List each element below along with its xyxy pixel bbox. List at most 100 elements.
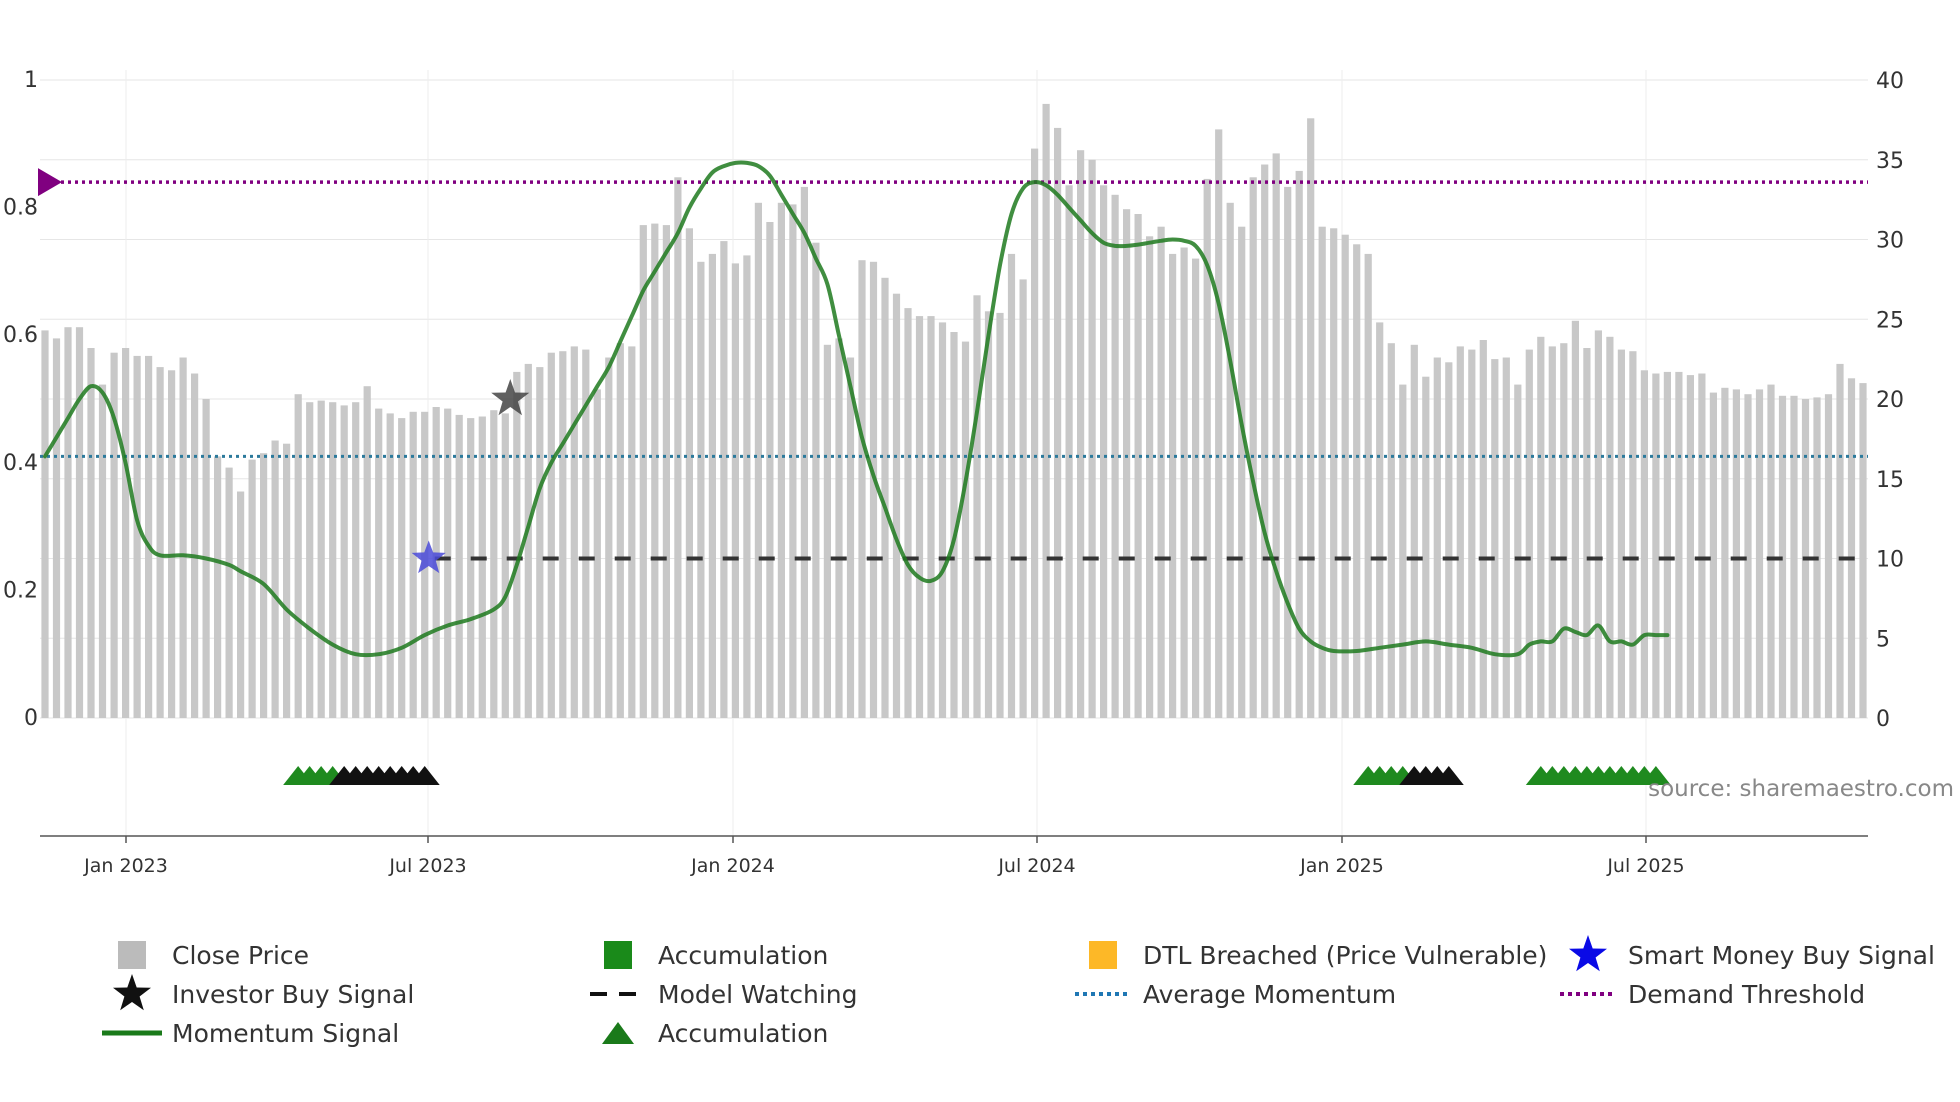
price-bar [1491, 359, 1499, 718]
y-right-tick-label: 40 [1876, 69, 1904, 94]
price-bar [1744, 394, 1752, 718]
price-bar [547, 352, 555, 718]
price-bar [490, 410, 498, 718]
price-bar [628, 346, 636, 718]
price-bar [973, 295, 981, 718]
price-bar [1399, 384, 1407, 718]
y-right-tick-label: 10 [1876, 548, 1904, 573]
price-bar [156, 367, 164, 718]
y-left-tick-label: 0 [24, 706, 38, 731]
price-bar [616, 343, 624, 718]
price-bar [984, 311, 993, 718]
demand-threshold-marker [38, 168, 62, 197]
price-bar [179, 357, 187, 718]
price-bar [1537, 336, 1545, 718]
x-tick-label: Jan 2025 [1299, 855, 1384, 877]
price-bar [1594, 330, 1602, 718]
legend-label: Investor Buy Signal [172, 980, 414, 1009]
price-bar [1548, 346, 1556, 718]
price-bar [501, 413, 509, 718]
x-axis: Jan 2023 Jul 2023 Jan 2024 Jul 2024 Jan 2025… [40, 835, 1868, 877]
price-bar [1123, 209, 1131, 718]
price-bar [1261, 164, 1269, 718]
price-bar [570, 346, 578, 718]
price-bar [52, 338, 61, 718]
y-right-tick-label: 35 [1876, 149, 1904, 174]
price-bar [1698, 373, 1706, 718]
y-left-tick-label: 0.6 [3, 323, 38, 348]
y-left-tick-label: 0.4 [3, 451, 38, 476]
y-axis-right: 0 5 10 15 20 25 30 35 40 [1876, 69, 1904, 732]
price-bar [1422, 376, 1430, 718]
price-bar [1272, 153, 1280, 718]
price-bar [1341, 234, 1349, 718]
price-bar [800, 186, 808, 718]
price-bar [743, 255, 751, 718]
price-bar [133, 355, 141, 718]
price-bar [1007, 253, 1016, 718]
source-label: source: sharemaestro.com [1648, 776, 1954, 802]
legend-label: Average Momentum [1143, 980, 1396, 1009]
price-bar [168, 370, 176, 718]
price-bar [1387, 343, 1395, 718]
price-bar [1479, 340, 1487, 718]
price-bar [1468, 349, 1476, 718]
price-bar [398, 418, 406, 718]
price-bar [306, 402, 314, 718]
price-bar [1318, 226, 1326, 718]
legend-item: Momentum Signal [102, 1019, 399, 1048]
price-bar [731, 263, 739, 718]
y-right-tick-label: 15 [1876, 468, 1904, 493]
price-bar [75, 327, 84, 718]
price-bar [1709, 392, 1717, 718]
price-bar [386, 413, 394, 718]
legend-item: Demand Threshold [1560, 980, 1865, 1009]
price-bar [409, 411, 417, 718]
price-bar [524, 363, 532, 718]
price-bar [582, 349, 590, 718]
price-bar [1180, 247, 1188, 718]
price-bar [1249, 177, 1257, 719]
x-tick-label: Jul 2024 [997, 855, 1075, 877]
investor-buy-signal-star [491, 379, 530, 416]
price-bar [892, 293, 901, 718]
price-bar [1134, 214, 1142, 718]
signals [411, 379, 530, 574]
smart-money-buy-signal-star [411, 540, 446, 574]
price-bar [938, 322, 947, 718]
price-bar [363, 386, 371, 718]
price-bar [927, 316, 935, 718]
price-bar [1238, 226, 1246, 718]
price-bar [662, 225, 670, 718]
legend-label: Momentum Signal [172, 1019, 399, 1048]
price-bar [720, 241, 728, 718]
legend-item: Accumulation [602, 1019, 828, 1048]
price-bar [1295, 170, 1303, 718]
price-bar [467, 418, 475, 718]
y-right-tick-label: 20 [1876, 388, 1904, 413]
price-bar [777, 202, 785, 719]
legend-star-icon [113, 974, 151, 1011]
legend-label: Smart Money Buy Signal [1628, 941, 1935, 970]
price-bar [1054, 127, 1062, 718]
price-bar [904, 308, 912, 718]
y-left-tick-label: 1 [24, 68, 38, 93]
accumulation-marker [1433, 766, 1464, 785]
price-bar [639, 225, 647, 718]
price-bar [1824, 394, 1833, 718]
price-bar [1606, 336, 1614, 718]
price-bar [651, 223, 659, 718]
legend-item: Accumulation [604, 941, 828, 970]
price-bar [559, 351, 567, 718]
price-bar [1065, 185, 1073, 719]
price-bar [1732, 389, 1740, 718]
legend-item: Close Price [118, 941, 309, 970]
price-bar [881, 277, 889, 718]
price-bar [708, 253, 716, 718]
price-bar [754, 202, 762, 719]
momentum-signal-line [43, 160, 1670, 658]
bars [41, 103, 1867, 719]
reference-lines [38, 168, 1868, 561]
x-tick-label: Jan 2024 [690, 855, 775, 877]
